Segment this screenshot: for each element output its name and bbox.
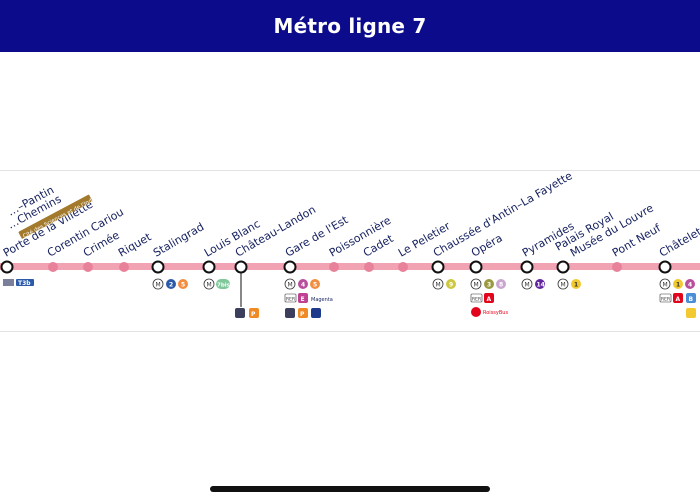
line-1-badge: [571, 279, 581, 289]
line-9-badge: [446, 279, 456, 289]
line-1-badge: [673, 279, 683, 289]
line-8-badge: [496, 279, 506, 289]
t3b-label: T3b: [18, 280, 31, 287]
metro-m-label: M: [436, 282, 441, 289]
metro-m-badge: [284, 278, 296, 290]
station-label-chatelet: Châtelet: [657, 225, 700, 260]
parking-label: P: [251, 311, 256, 318]
bus-icon: [311, 308, 321, 318]
station-riquet[interactable]: [119, 262, 129, 272]
parking-badge: [249, 308, 259, 318]
roissybus-label: RoissyBus: [483, 310, 508, 316]
line-3-label: 3: [487, 282, 491, 289]
metro-m-label: M: [474, 282, 479, 289]
station-chatelet[interactable]: [658, 260, 672, 274]
line-2-label: 2: [169, 282, 173, 289]
metro-m-label: M: [561, 282, 566, 289]
train-icon: [235, 308, 245, 318]
rer-badge: [470, 293, 483, 303]
station-pont-neuf[interactable]: [612, 262, 622, 272]
line-map-svg: …–Pantin …Chemins Porte de la Villette C…: [0, 171, 700, 318]
line-5-label: 5: [181, 282, 185, 289]
rer-label: RER: [286, 297, 295, 303]
page-title: Métro ligne 7: [273, 14, 427, 38]
rer-e-badge: [298, 293, 308, 303]
rer-badge: [284, 293, 297, 303]
station-chaussee-d-antin[interactable]: [431, 260, 445, 274]
metro-m-label: M: [525, 282, 530, 289]
line-5-badge: [310, 279, 320, 289]
station-poissonniere[interactable]: [329, 262, 339, 272]
metro-m-badge: [152, 278, 164, 290]
line-14-badge: [535, 279, 545, 289]
line-map-panel: …–Pantin …Chemins Porte de la Villette C…: [0, 170, 700, 332]
rer-label: RER: [472, 297, 481, 303]
line-3-badge: [484, 279, 494, 289]
line-5-label: 5: [313, 282, 317, 289]
station-le-peletier[interactable]: [398, 262, 408, 272]
rer-b-badge: [686, 293, 696, 303]
metro-m-badge: [432, 278, 444, 290]
parking-label: P: [300, 311, 305, 318]
line-8-label: 8: [499, 282, 503, 289]
metro-m-badge: [203, 278, 215, 290]
rer-a-label: A: [487, 296, 492, 303]
rer-e-label: E: [301, 296, 305, 303]
line-track: [0, 263, 700, 270]
station-corentin-cariou[interactable]: [48, 262, 58, 272]
metro-m-badge: [521, 278, 533, 290]
line-5-badge: [178, 279, 188, 289]
station-cadet[interactable]: [364, 262, 374, 272]
airport-icon: [686, 308, 696, 318]
tram-icon: [3, 279, 14, 286]
station-label-stalingrad: Stalingrad: [151, 220, 206, 259]
line-14-label: 14: [537, 282, 545, 289]
line-2-badge: [166, 279, 176, 289]
line-9-label: 9: [449, 282, 453, 289]
parking-badge: [298, 308, 308, 318]
station-stalingrad[interactable]: [151, 260, 165, 274]
metro-m-label: M: [207, 282, 212, 289]
line-4-badge: [685, 279, 695, 289]
rer-a-badge: [484, 293, 494, 303]
metro-m-label: M: [156, 282, 161, 289]
rer-a-label: A: [676, 296, 681, 303]
station-porte-de-la-villette[interactable]: [0, 260, 14, 274]
train-icon: [285, 308, 295, 318]
magenta-label: Magenta: [311, 297, 333, 303]
metro-m-badge: [470, 278, 482, 290]
home-indicator[interactable]: [210, 486, 490, 492]
line-4-label: 4: [301, 282, 305, 289]
metro-m-badge: [659, 278, 671, 290]
rer-a-badge: [673, 293, 683, 303]
metro-m-badge: [557, 278, 569, 290]
station-label-chaussee-d-antin: Chaussée d'Antin–La Fayette: [431, 171, 575, 260]
rer-badge: [659, 293, 672, 303]
metro-m-label: M: [288, 282, 293, 289]
t3b-badge: [16, 279, 34, 286]
station-label-riquet: Riquet: [116, 230, 154, 259]
rer-label: RER: [661, 297, 670, 303]
station-chateau-landon[interactable]: [234, 260, 248, 274]
station-gare-de-l-est[interactable]: [283, 260, 297, 274]
header-bar: Métro ligne 7: [0, 0, 700, 52]
line-7bis-badge: [216, 279, 230, 289]
cite-sciences-tag: [18, 194, 93, 239]
station-louis-blanc[interactable]: [202, 260, 216, 274]
station-opera[interactable]: [469, 260, 483, 274]
line-1-label: 1: [676, 282, 680, 289]
line-7bis-label: 7bis: [217, 283, 231, 289]
airport-icon: [471, 307, 481, 317]
line-4-label: 4: [688, 282, 692, 289]
rer-b-label: B: [689, 296, 694, 303]
line-4-badge: [298, 279, 308, 289]
station-crimee[interactable]: [83, 262, 93, 272]
station-palais-royal[interactable]: [556, 260, 570, 274]
station-pyramides[interactable]: [520, 260, 534, 274]
metro-m-label: M: [663, 282, 668, 289]
line-1-label: 1: [574, 282, 578, 289]
